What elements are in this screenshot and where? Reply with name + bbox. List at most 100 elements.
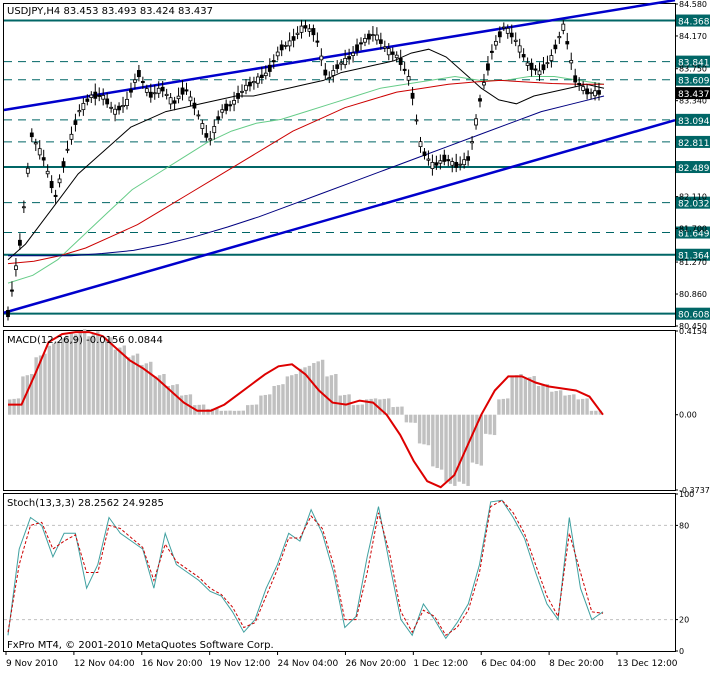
candle [307,24,312,37]
moving-average-line [8,95,605,257]
macd-tick-label: -0.3737 [679,486,710,495]
candle [299,19,304,39]
level-tag: 82.489 [676,161,710,174]
candle [113,104,117,122]
channel-upper-line [3,0,676,112]
macd-bar [65,335,69,415]
candle [363,33,367,47]
candle [33,138,38,151]
macd-bar [149,361,153,415]
macd-bar [12,398,16,415]
candle [196,110,201,120]
candle [319,48,324,67]
candle [474,114,478,130]
candle [69,126,74,145]
macd-bar [475,414,479,465]
candle [486,56,490,76]
candle [121,96,125,113]
candle [144,84,149,97]
macd-bar [206,408,210,415]
candle [140,76,145,89]
macd-bar [228,410,232,415]
macd-bar [118,347,122,415]
macd-bar [422,414,426,445]
candle [164,88,169,100]
candle [29,128,34,143]
x-tick-label: 19 Nov 12:00 [210,659,271,669]
candle [438,154,443,170]
candle [394,51,399,63]
macd-bar [113,349,118,415]
candle [303,20,308,32]
macd-bar [16,398,21,415]
macd-bar [188,394,193,415]
macd-bar [488,414,492,435]
x-tick-label: 12 Nov 04:00 [74,659,135,669]
macd-bar [294,373,298,415]
price-tick-label: 83.750 [679,65,707,74]
macd-bar [122,345,126,415]
price-tick-label: 83.340 [679,97,707,106]
level-label: 81.649 [678,230,710,240]
candle [49,175,54,194]
macd-bar [140,364,144,415]
stoch-solid-line [7,499,604,640]
macd-bar [34,357,38,415]
candle [57,174,62,188]
x-tick-label: 8 Dec 20:00 [549,659,604,669]
candle [291,28,296,48]
candle [597,82,601,101]
macd-bar [497,399,501,415]
candle [359,37,363,51]
macd-bar [201,404,206,415]
macd-bar [413,414,417,423]
price-tick-label: 80.860 [679,290,707,299]
stoch-dashed-line [7,499,604,637]
candle [152,84,157,100]
candle [533,65,538,75]
macd-bar [127,357,131,415]
candle [343,49,348,69]
candle [442,149,447,166]
candle [212,119,217,140]
level-label: 82.032 [678,200,710,210]
macd-bar [576,399,580,415]
candle [569,52,574,70]
candle [521,48,526,61]
candle [228,100,233,112]
x-tick-label: 16 Nov 20:00 [142,659,203,669]
macd-bar [232,410,237,415]
candle [390,47,395,62]
candle [200,119,205,135]
level-tag: 83.609 [676,73,710,87]
candle [541,56,546,74]
macd-bar [461,414,466,484]
level-tag: 83.094 [676,113,710,127]
candle [192,97,197,116]
candle [14,258,18,277]
level-label: 80.608 [678,311,710,321]
stoch-panel-frame [3,493,676,652]
macd-bar [528,377,532,415]
macd-signal-line [8,331,604,489]
candle [184,82,189,95]
macd-bar [276,385,281,415]
macd-bar [290,375,294,415]
macd-bar [254,404,259,415]
level-label: 84.368 [678,18,710,28]
candle [172,96,177,111]
macd-bar [382,398,387,415]
macd-bar [91,333,96,415]
macd-bar [109,337,113,415]
candle [73,113,78,132]
candle [287,32,292,52]
macd-bar [52,343,56,415]
macd-bar [219,410,223,415]
macd-bar [550,391,554,415]
copyright-text: FxPro MT4, © 2001-2010 MetaQuotes Softwa… [7,640,274,651]
macd-bar [131,355,135,415]
macd-bar [21,376,25,415]
macd-bar [69,333,74,415]
candle [93,83,98,106]
candle [259,66,264,84]
